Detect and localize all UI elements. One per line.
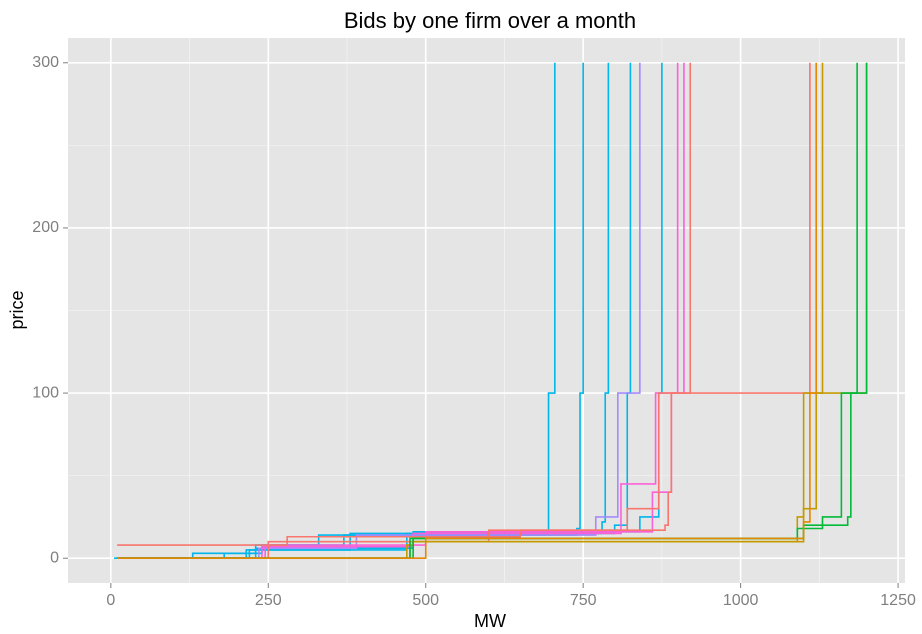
step-line [117, 62, 641, 560]
step-line [113, 62, 556, 560]
y-tick-label: 100 [32, 384, 59, 401]
step-line [117, 62, 584, 560]
step-line [117, 62, 868, 560]
x-tick-label: 250 [255, 592, 282, 609]
y-tick-label: 300 [32, 54, 59, 71]
step-line [117, 62, 692, 546]
x-tick-label: 0 [106, 592, 115, 609]
y-axis-label: price [7, 290, 27, 329]
x-tick-label: 750 [570, 592, 597, 609]
step-line [117, 62, 817, 560]
y-tick-label: 0 [50, 549, 59, 566]
chart-title: Bids by one firm over a month [344, 8, 636, 33]
y-tick-label: 200 [32, 219, 59, 236]
step-line [117, 62, 811, 560]
x-tick-label: 1250 [880, 592, 916, 609]
x-axis-label: MW [474, 611, 506, 631]
step-line [117, 62, 858, 560]
x-tick-label: 1000 [723, 592, 759, 609]
x-tick-label: 500 [412, 592, 439, 609]
